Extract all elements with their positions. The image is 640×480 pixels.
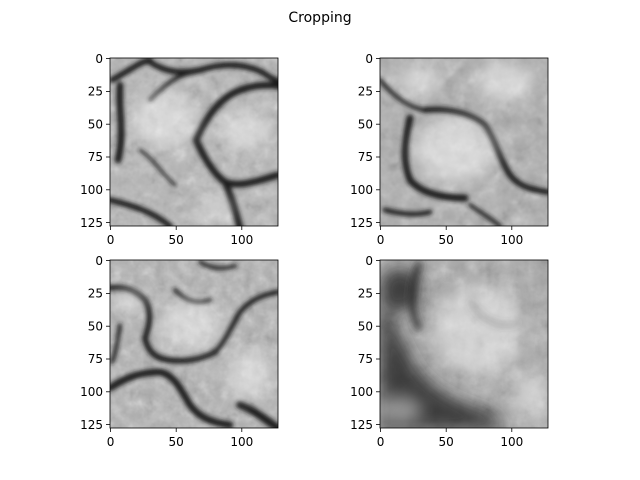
y-tick-label: 125 bbox=[80, 418, 103, 432]
y-axis-ticks bbox=[106, 260, 110, 426]
y-axis-labels: 0 25 50 75 100 125 bbox=[80, 52, 103, 230]
panel-image bbox=[380, 260, 548, 428]
panel-image bbox=[380, 58, 548, 226]
y-tick-label: 25 bbox=[358, 287, 373, 301]
y-tick-label: 50 bbox=[358, 117, 373, 131]
x-tick-label: 100 bbox=[500, 435, 523, 449]
x-axis-labels: 0 50 100 bbox=[107, 233, 253, 247]
axes-frame bbox=[109, 259, 279, 429]
x-tick-label: 50 bbox=[169, 233, 184, 247]
x-tick-label: 50 bbox=[439, 233, 454, 247]
x-tick-label: 100 bbox=[230, 233, 253, 247]
axes-frame bbox=[109, 57, 279, 227]
y-tick-label: 25 bbox=[88, 287, 103, 301]
y-tick-label: 25 bbox=[358, 85, 373, 99]
y-tick-label: 75 bbox=[358, 150, 373, 164]
y-tick-label: 100 bbox=[350, 385, 373, 399]
axes-frame bbox=[379, 259, 549, 429]
x-axis-labels: 0 50 100 bbox=[107, 435, 253, 449]
y-axis-ticks bbox=[106, 58, 110, 224]
panel-image bbox=[110, 58, 278, 226]
y-tick-label: 100 bbox=[80, 183, 103, 197]
x-tick-label: 50 bbox=[439, 435, 454, 449]
y-tick-label: 0 bbox=[365, 254, 373, 268]
x-axis-ticks bbox=[380, 428, 513, 432]
y-tick-label: 75 bbox=[88, 352, 103, 366]
y-axis-ticks bbox=[376, 58, 380, 224]
y-axis-labels: 0 25 50 75 100 125 bbox=[80, 254, 103, 432]
figure-title: Cropping bbox=[288, 10, 351, 26]
x-tick-label: 0 bbox=[377, 435, 385, 449]
x-tick-label: 0 bbox=[107, 233, 115, 247]
x-tick-label: 50 bbox=[169, 435, 184, 449]
y-axis-labels: 0 25 50 75 100 125 bbox=[350, 52, 373, 230]
x-axis-labels: 0 50 100 bbox=[377, 435, 523, 449]
y-tick-label: 0 bbox=[95, 52, 103, 66]
x-tick-label: 100 bbox=[500, 233, 523, 247]
y-tick-label: 75 bbox=[358, 352, 373, 366]
y-tick-label: 125 bbox=[350, 418, 373, 432]
panel-bottom-left: 0 25 50 75 100 125 0 50 100 bbox=[80, 254, 279, 449]
y-tick-label: 0 bbox=[365, 52, 373, 66]
y-tick-label: 50 bbox=[88, 117, 103, 131]
y-tick-label: 100 bbox=[350, 183, 373, 197]
panel-bottom-right: 0 25 50 75 100 125 0 50 100 bbox=[350, 254, 549, 449]
x-axis-labels: 0 50 100 bbox=[377, 233, 523, 247]
y-tick-label: 50 bbox=[88, 319, 103, 333]
x-axis-ticks bbox=[110, 226, 243, 230]
panel-image bbox=[110, 260, 278, 428]
x-tick-label: 0 bbox=[107, 435, 115, 449]
y-tick-label: 25 bbox=[88, 85, 103, 99]
x-tick-label: 100 bbox=[230, 435, 253, 449]
axes-frame bbox=[379, 57, 549, 227]
y-tick-label: 100 bbox=[80, 385, 103, 399]
y-tick-label: 125 bbox=[350, 216, 373, 230]
y-tick-label: 125 bbox=[80, 216, 103, 230]
x-axis-ticks bbox=[110, 428, 243, 432]
y-tick-label: 0 bbox=[95, 254, 103, 268]
y-axis-labels: 0 25 50 75 100 125 bbox=[350, 254, 373, 432]
y-tick-label: 50 bbox=[358, 319, 373, 333]
x-axis-ticks bbox=[380, 226, 513, 230]
panel-top-right: 0 25 50 75 100 125 0 50 100 bbox=[350, 52, 549, 247]
panel-top-left: 0 25 50 75 100 125 0 50 100 bbox=[80, 52, 279, 247]
y-tick-label: 75 bbox=[88, 150, 103, 164]
x-tick-label: 0 bbox=[377, 233, 385, 247]
y-axis-ticks bbox=[376, 260, 380, 426]
